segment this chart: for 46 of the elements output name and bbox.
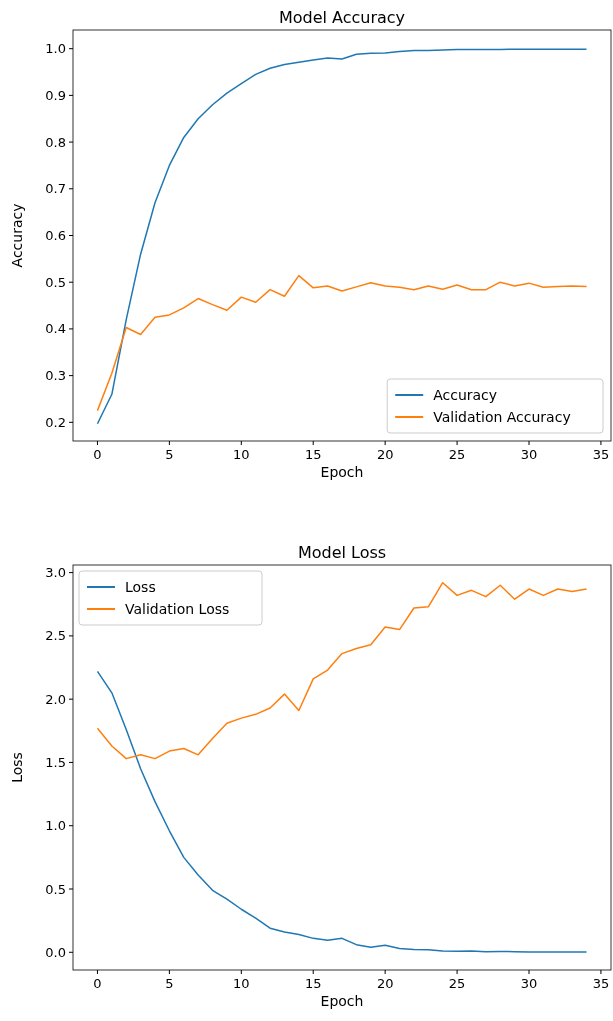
x-tick-label: 15: [304, 976, 322, 991]
line-series: [96, 274, 588, 412]
line-series: [96, 670, 588, 953]
x-tick-label: 5: [165, 976, 174, 991]
x-tick-label: 5: [165, 447, 174, 462]
chart-title: Model Loss: [297, 543, 387, 562]
x-tick-label: 15: [304, 447, 322, 462]
y-tick-label: 0.5: [45, 881, 66, 897]
legend-label: Accuracy: [433, 387, 498, 403]
x-tick-label: 10: [233, 447, 250, 462]
chart-title: Model Accuracy: [278, 8, 406, 27]
y-tick-label: 0.8: [45, 134, 66, 150]
x-tick-label: 20: [376, 447, 394, 462]
line-series: [96, 581, 588, 760]
y-tick-label: 2.0: [45, 691, 66, 707]
y-tick-label: 0.6: [45, 228, 66, 243]
x-tick-label: 25: [448, 447, 466, 462]
line-series: [96, 48, 588, 425]
legend-label: Validation Loss: [125, 601, 230, 617]
y-tick-label: 0.3: [45, 368, 66, 384]
y-tick-label: 0.7: [45, 181, 66, 197]
y-tick-label: 1.5: [45, 754, 66, 770]
y-tick-label: 0.0: [45, 944, 66, 960]
x-tick-label: 20: [376, 976, 394, 991]
y-tick-label: 0.4: [45, 321, 66, 337]
y-tick-label: 0.5: [45, 274, 66, 290]
x-axis-title: Epoch: [320, 464, 364, 480]
x-tick-label: 35: [592, 447, 610, 462]
y-tick-label: 0.9: [45, 87, 66, 103]
y-axis-title: Loss: [9, 752, 25, 783]
x-axis-title: Epoch: [320, 993, 364, 1009]
x-tick-label: 25: [448, 976, 466, 991]
y-axis-title: Accuracy: [9, 203, 25, 268]
y-tick-label: 0.2: [45, 414, 66, 430]
y-tick-label: 1.0: [45, 818, 66, 834]
y-tick-label: 2.5: [45, 628, 66, 644]
legend-label: Validation Accuracy: [433, 409, 571, 425]
x-tick-label: 0: [93, 976, 102, 991]
x-tick-label: 35: [592, 976, 610, 991]
legend-label: Loss: [125, 579, 156, 595]
x-tick-label: 30: [520, 447, 538, 462]
x-tick-label: 30: [520, 976, 538, 991]
x-tick-label: 10: [233, 976, 250, 991]
x-tick-label: 0: [93, 447, 102, 462]
y-tick-label: 1.0: [45, 41, 66, 57]
y-tick-label: 3.0: [45, 565, 66, 581]
